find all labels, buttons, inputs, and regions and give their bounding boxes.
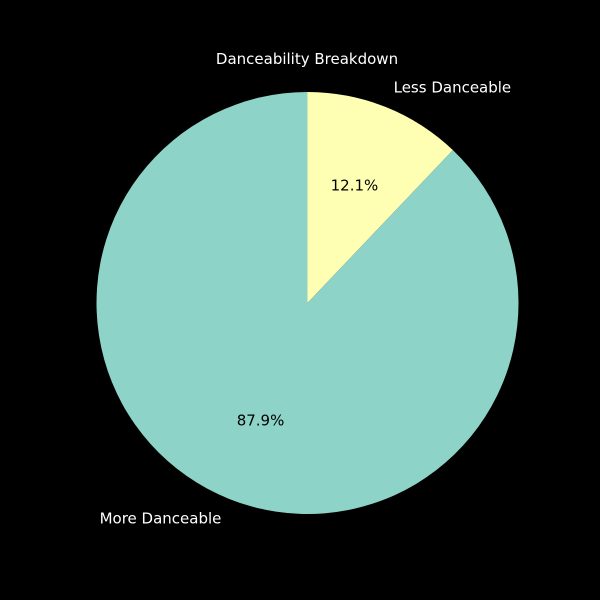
pie-slice-more-danceable <box>96 92 519 514</box>
pct-label-more-danceable: 87.9% <box>237 412 285 430</box>
pct-label-less-danceable: 12.1% <box>331 176 379 194</box>
pie-slices <box>96 92 519 514</box>
chart-title: Danceability Breakdown <box>216 50 398 68</box>
slice-label-less-danceable: Less Danceable <box>394 78 512 96</box>
pie-labels: 12.1% Less Danceable 87.9% More Danceable <box>100 78 512 527</box>
pie-slice-less-danceable <box>307 92 453 303</box>
slice-label-more-danceable: More Danceable <box>100 510 222 528</box>
